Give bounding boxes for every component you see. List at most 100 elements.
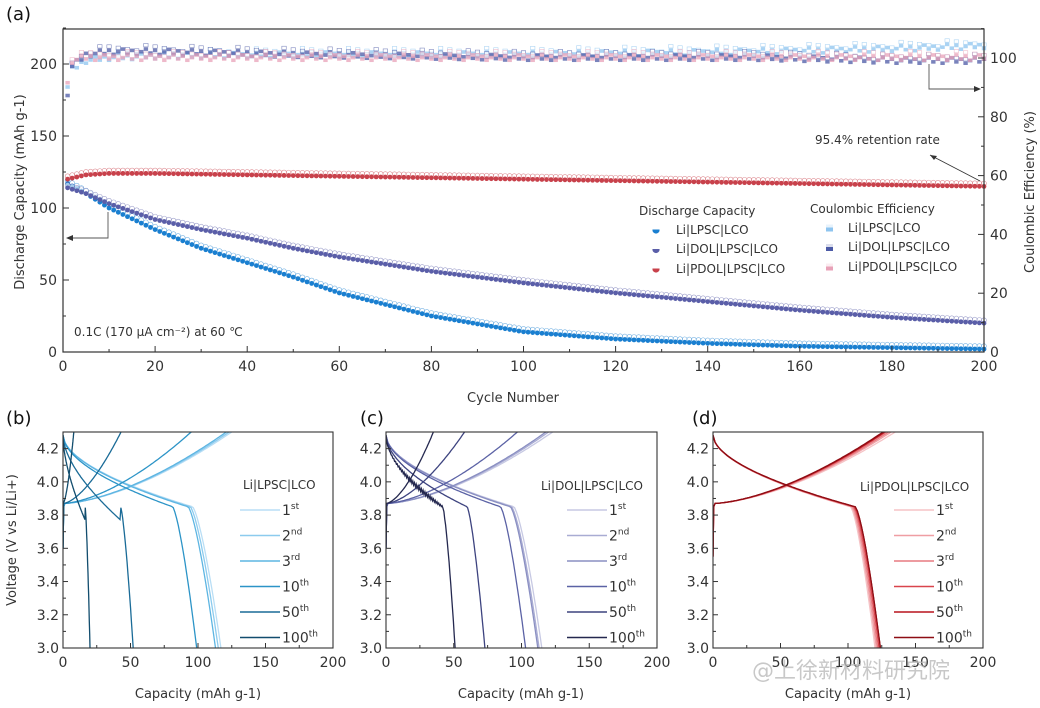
discharge-capacity-point [359, 258, 365, 263]
discharge-capacity-point [230, 256, 236, 261]
annotation-retention: 95.4% retention rate [815, 133, 940, 147]
discharge-capacity-point [562, 177, 568, 183]
ce-point [728, 54, 733, 59]
ce-point-open [465, 51, 471, 56]
ce-point [599, 58, 604, 63]
discharge-capacity-point [613, 178, 618, 184]
discharge-capacity-point [507, 278, 513, 284]
discharge-capacity-point [369, 174, 374, 180]
legend-label-2nd: 2nd [282, 528, 302, 545]
discharge-curve-3rd [63, 435, 217, 648]
x-tick-label: 150 [252, 655, 279, 671]
ce-point [889, 49, 895, 54]
ce-point [935, 57, 941, 61]
ce-point-open [207, 46, 213, 51]
ce-point [484, 58, 489, 63]
discharge-capacity-point [134, 210, 140, 216]
ce-point-open [346, 49, 352, 54]
discharge-capacity-point [369, 298, 374, 304]
discharge-capacity-point [83, 172, 89, 178]
ce-point-open [419, 51, 425, 56]
discharge-capacity-point [829, 310, 835, 316]
discharge-capacity-point [111, 202, 117, 208]
discharge-capacity-point [198, 171, 204, 177]
ce-point [618, 51, 623, 56]
ce-point [392, 58, 397, 63]
y-tick-label: 3.8 [37, 508, 59, 524]
discharge-capacity-point [825, 344, 830, 350]
retention-arrowhead [930, 155, 937, 160]
panel-a-marks [64, 38, 987, 352]
ce-point [70, 64, 75, 69]
discharge-capacity-point [263, 239, 269, 245]
discharge-capacity-point [221, 253, 227, 258]
ce-point [443, 52, 448, 56]
discharge-capacity-point [958, 346, 964, 352]
discharge-capacity-point [603, 335, 609, 341]
x-tick-label: 80 [422, 359, 440, 375]
discharge-capacity-point [226, 172, 232, 177]
discharge-capacity-point [295, 173, 301, 179]
y-tick-label: 3.6 [687, 541, 709, 557]
discharge-capacity-point [894, 345, 899, 351]
discharge-capacity-point [258, 264, 264, 270]
ce-point [79, 54, 84, 58]
ce-point [369, 58, 374, 63]
discharge-capacity-point [677, 296, 683, 302]
ce-point [387, 56, 393, 61]
discharge-capacity-point [755, 342, 761, 348]
discharge-capacity-point [820, 344, 826, 349]
ce-point [618, 54, 623, 59]
y-tick-label: 3.2 [687, 608, 709, 624]
discharge-capacity-point [447, 271, 453, 277]
y-tick-label: 4.0 [37, 475, 59, 491]
ce-point [553, 49, 558, 54]
ce-point [88, 58, 93, 62]
ce-point [825, 48, 830, 52]
ce-point [765, 55, 770, 60]
ce-point [493, 56, 499, 61]
ce-point [79, 60, 84, 64]
discharge-capacity-point [318, 173, 324, 179]
ce-point [507, 55, 512, 60]
ce-point [410, 54, 416, 59]
ce-point-open [474, 49, 480, 54]
discharge-capacity-point [898, 315, 904, 321]
discharge-capacity-point [111, 171, 117, 176]
ce-point-open [567, 53, 573, 58]
discharge-capacity-point [166, 171, 172, 177]
x-tick-label: 40 [238, 359, 256, 375]
discharge-capacity-point [461, 319, 467, 324]
discharge-capacity-point [737, 180, 743, 185]
discharge-capacity-point [166, 220, 172, 225]
ce-point-open [502, 50, 508, 55]
ce-point-open [438, 46, 444, 51]
y-tick-label: 3.0 [360, 641, 382, 657]
ce-point-open [336, 48, 342, 53]
ce-point [733, 54, 738, 59]
legend-discharge-marker-top [652, 265, 660, 269]
ce-point [705, 57, 710, 61]
legend-discharge-title: Discharge Capacity [639, 204, 755, 218]
discharge-capacity-point [392, 174, 397, 180]
discharge-capacity-point [940, 318, 945, 324]
ce-point-open [244, 53, 250, 58]
ce-point [143, 47, 149, 51]
ce-point [157, 52, 162, 57]
discharge-capacity-point [691, 297, 697, 303]
y2-tick-label: 40 [990, 227, 1008, 243]
discharge-capacity-point [820, 309, 826, 315]
ce-point [829, 45, 835, 50]
ce-point [309, 53, 314, 57]
discharge-capacity-point [475, 176, 480, 181]
x-tick-label: 120 [602, 359, 629, 375]
panel-b-xlabel: Capacity (mAh g-1) [135, 687, 261, 702]
discharge-capacity-point [912, 182, 918, 188]
ce-point [544, 54, 549, 59]
discharge-capacity-point [65, 176, 71, 182]
y-tick-label: 3.8 [687, 508, 709, 524]
ce-point [590, 57, 595, 61]
charge-curve-1st [63, 432, 233, 549]
discharge-capacity-point [475, 274, 480, 280]
